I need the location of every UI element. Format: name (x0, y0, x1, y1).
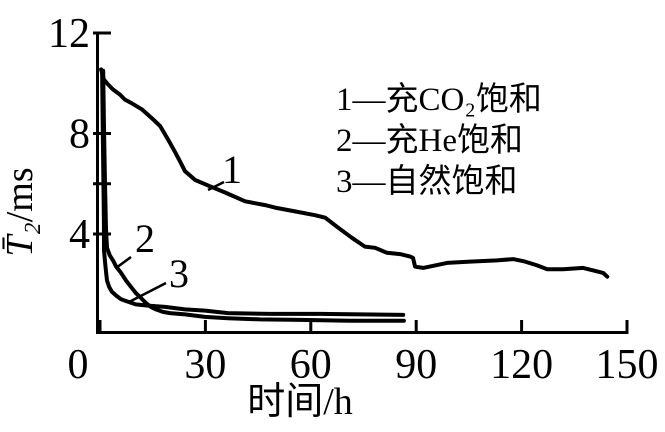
x-tick-label: 90 (395, 342, 437, 388)
legend-item-natural: 3—自然饱和 (336, 163, 518, 200)
curve-label-3: 3 (169, 251, 189, 296)
y-tick-label: 8 (69, 112, 90, 158)
curve-pointer-3 (128, 281, 167, 304)
y-axis-title-unit: /ms (0, 167, 41, 222)
y-axis-title-symbol: T̄₂ (0, 222, 41, 256)
x-tick-label: 30 (184, 342, 226, 388)
y-tick-label: 4 (69, 212, 90, 258)
x-tick-label: 0 (68, 342, 89, 388)
y-axis-title: T̄₂/ms (0, 167, 41, 256)
legend-item-co2: 1—充CO₂饱和 (336, 81, 542, 118)
x-ticks: 0 30 60 90 120 150 (68, 320, 659, 388)
legend-item-he: 2—充He饱和 (336, 122, 523, 159)
curves (99, 67, 610, 323)
x-tick-label: 150 (596, 342, 659, 388)
curve-label-2: 2 (135, 216, 155, 261)
curve-3 (100, 68, 406, 317)
x-tick-label: 60 (290, 342, 332, 388)
curve-pointer-2 (115, 255, 132, 270)
curve-pointer-1 (207, 180, 225, 192)
curve-1 (99, 67, 610, 279)
y-tick-label: 12 (48, 11, 90, 57)
y-ticks: 12 8 4 (48, 11, 111, 258)
x-axis-title: 时间/h (247, 381, 353, 423)
x-tick-label: 120 (490, 342, 553, 388)
curve-2 (101, 68, 406, 323)
curve-label-1: 1 (222, 147, 242, 192)
